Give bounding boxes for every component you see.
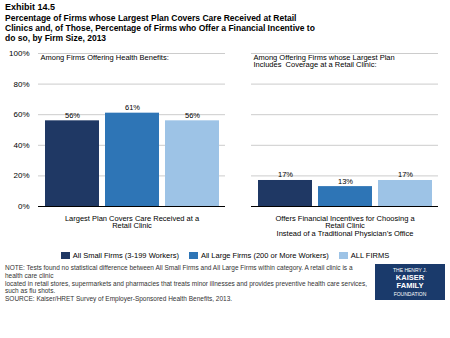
svg-text:Among Offering Firms whose Lar: Among Offering Firms whose Largest PlanI…: [254, 53, 395, 69]
svg-text:56%: 56%: [185, 111, 200, 120]
html-text:ALL FIRMS: ALL FIRMS: [350, 251, 390, 260]
html-text:All Small Firms (3-199 Workers: All Small Firms (3-199 Workers): [72, 251, 179, 260]
svg-text:Among Firms Offering Health Be: Among Firms Offering Health Benefits:: [41, 53, 169, 62]
html-text:Exhibit 14.5: Exhibit 14.5: [5, 2, 55, 12]
svg-text:56%: 56%: [65, 111, 80, 120]
svg-text:Offers Financial Incentives fo: Offers Financial Incentives for Choosing…: [275, 214, 415, 238]
svg-text:61%: 61%: [125, 103, 140, 112]
svg-text:100%: 100%: [9, 49, 29, 58]
svg-text:80%: 80%: [13, 80, 29, 89]
svg-text:60%: 60%: [13, 110, 29, 119]
svg-text:Largest Plan Covers Care Recei: Largest Plan Covers Care Received at aRe…: [65, 214, 200, 231]
html-text:THE HENRY J.: THE HENRY J.: [393, 267, 427, 273]
html-text:located in retail stores, supe: located in retail stores, supermarkets a…: [5, 279, 367, 295]
svg-text:40%: 40%: [13, 141, 29, 150]
html-text:KAISER: KAISER: [395, 273, 425, 282]
html-text:SOURCE: Kaiser/HRET Survey of: SOURCE: Kaiser/HRET Survey of Employer-S…: [5, 295, 233, 303]
svg-text:20%: 20%: [13, 171, 29, 180]
html-text:Percentage of Firms whose Larg: Percentage of Firms whose Largest Plan C…: [5, 13, 315, 43]
html-text:NOTE: Tests found no statistic: NOTE: Tests found no statistical differe…: [5, 264, 353, 279]
svg-text:17%: 17%: [398, 170, 413, 179]
svg-text:17%: 17%: [278, 170, 293, 179]
html-text:FAMILY: FAMILY: [396, 281, 424, 290]
html-text:All Large Firms (200 or More W: All Large Firms (200 or More Workers): [200, 251, 329, 260]
svg-text:0%: 0%: [18, 202, 30, 211]
svg-text:13%: 13%: [338, 177, 353, 186]
html-text:FOUNDATION: FOUNDATION: [393, 291, 427, 297]
